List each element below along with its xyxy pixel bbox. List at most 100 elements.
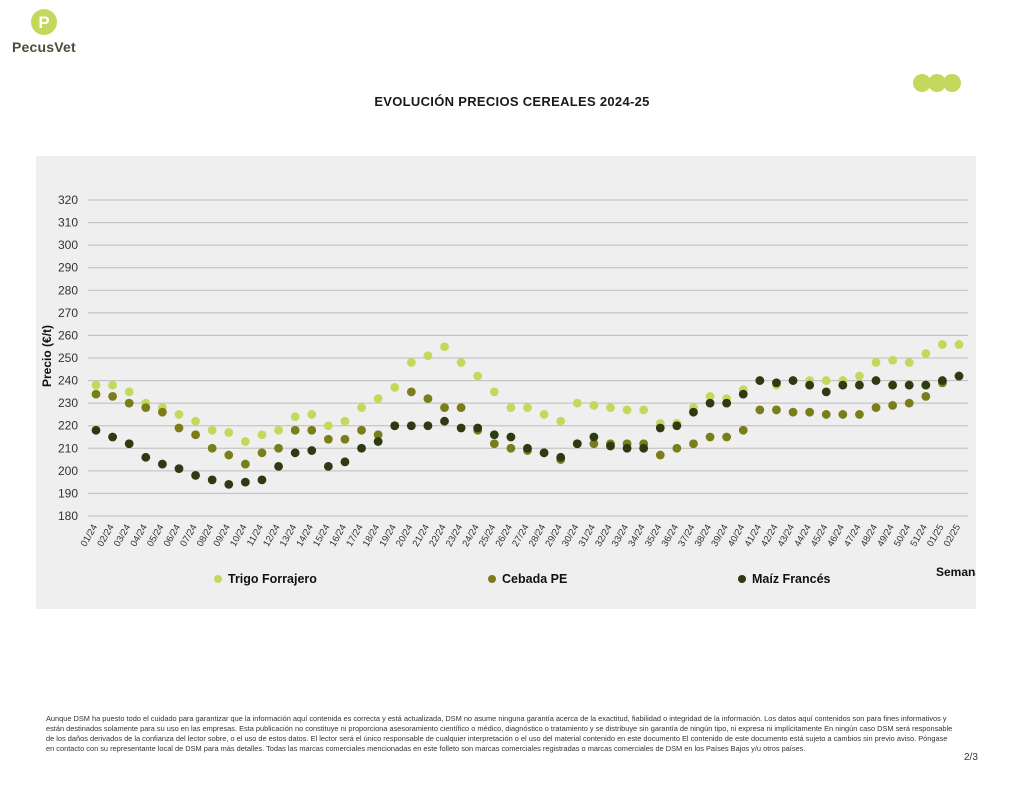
x-tick-label: 10/24 xyxy=(228,523,249,549)
data-point-cebada xyxy=(340,434,350,444)
data-point-maiz xyxy=(871,376,881,385)
data-point-maiz xyxy=(755,376,765,385)
data-point-trigo xyxy=(373,394,383,404)
data-point-maiz xyxy=(240,477,250,487)
data-point-maiz xyxy=(406,421,416,431)
data-point-cebada xyxy=(174,423,184,433)
y-axis-label: Precio (€/t) xyxy=(40,325,54,387)
brand-logo: P PecusVet xyxy=(12,8,76,58)
data-point-cebada xyxy=(805,407,815,417)
decor-dot xyxy=(913,74,931,92)
data-point-maiz xyxy=(606,441,615,451)
data-point-maiz xyxy=(805,380,815,390)
data-point-maiz xyxy=(390,421,400,431)
y-tick-label-left: 290 xyxy=(58,261,78,275)
data-point-maiz xyxy=(523,443,532,453)
data-point-maiz xyxy=(954,371,964,381)
data-point-trigo xyxy=(91,380,101,390)
data-point-maiz xyxy=(456,423,466,433)
data-point-maiz xyxy=(672,421,682,431)
data-point-trigo xyxy=(639,405,649,415)
data-point-maiz xyxy=(572,439,582,449)
data-point-maiz xyxy=(589,432,599,442)
data-point-trigo xyxy=(523,403,532,413)
decor-dot xyxy=(943,74,961,92)
y-tick-label-left: 270 xyxy=(58,306,78,320)
data-point-trigo xyxy=(871,358,881,367)
data-point-cebada xyxy=(240,459,250,469)
legend-label: Maíz Francés xyxy=(752,572,831,586)
data-point-maiz xyxy=(373,437,383,446)
data-point-cebada xyxy=(921,391,931,401)
data-point-trigo xyxy=(390,382,400,392)
data-point-trigo xyxy=(274,425,283,435)
data-point-cebada xyxy=(207,443,217,453)
data-point-maiz xyxy=(722,398,732,408)
data-point-trigo xyxy=(705,391,715,401)
data-point-maiz xyxy=(224,480,234,489)
data-point-cebada xyxy=(191,430,200,440)
data-point-cebada xyxy=(888,401,898,410)
data-point-maiz xyxy=(207,475,217,485)
legend-marker-trigo xyxy=(214,575,222,583)
data-point-cebada xyxy=(456,403,466,413)
data-point-cebada xyxy=(489,439,499,449)
legend-label: Cebada PE xyxy=(502,572,567,586)
data-point-maiz xyxy=(440,416,449,426)
data-point-cebada xyxy=(357,425,366,435)
y-tick-label-left: 260 xyxy=(58,328,78,342)
data-point-trigo xyxy=(556,416,566,426)
data-point-maiz xyxy=(108,432,117,442)
data-point-trigo xyxy=(456,358,466,367)
data-point-maiz xyxy=(888,380,898,390)
data-point-maiz xyxy=(622,443,632,453)
data-point-cebada xyxy=(307,425,317,435)
data-point-cebada xyxy=(423,394,433,404)
logo-letter: P xyxy=(38,13,49,32)
y-tick-label-left: 220 xyxy=(58,419,78,433)
data-point-maiz xyxy=(124,439,134,449)
three-dots-decoration-icon xyxy=(913,74,961,92)
x-axis-label: Semana xyxy=(936,565,976,579)
data-point-maiz xyxy=(174,464,184,473)
data-point-maiz xyxy=(157,459,167,469)
data-point-maiz xyxy=(556,452,566,462)
data-point-cebada xyxy=(788,407,798,417)
y-tick-label-left: 240 xyxy=(58,374,78,388)
data-point-cebada xyxy=(157,407,167,417)
data-point-cebada xyxy=(274,443,283,453)
data-point-trigo xyxy=(921,349,931,358)
data-point-maiz xyxy=(307,446,317,455)
data-point-cebada xyxy=(655,450,665,460)
y-tick-label-left: 310 xyxy=(58,216,78,230)
data-point-cebada xyxy=(672,443,682,453)
data-point-trigo xyxy=(340,416,350,426)
data-point-maiz xyxy=(274,461,283,471)
y-tick-label-left: 210 xyxy=(58,441,78,455)
data-point-maiz xyxy=(340,457,350,467)
data-point-maiz xyxy=(506,432,516,442)
data-point-cebada xyxy=(257,448,267,458)
data-point-maiz xyxy=(539,448,549,458)
data-point-cebada xyxy=(124,398,134,408)
data-point-maiz xyxy=(91,425,101,435)
data-point-cebada xyxy=(821,410,831,419)
data-point-maiz xyxy=(655,423,665,433)
data-point-trigo xyxy=(938,340,947,349)
data-point-maiz xyxy=(689,407,698,417)
data-point-trigo xyxy=(506,403,516,413)
data-point-maiz xyxy=(838,380,848,390)
data-point-trigo xyxy=(423,351,433,361)
data-point-trigo xyxy=(323,421,333,431)
brand-name: PecusVet xyxy=(12,39,76,55)
data-point-maiz xyxy=(921,380,931,390)
data-point-trigo xyxy=(108,380,117,390)
data-point-trigo xyxy=(207,425,217,435)
data-point-trigo xyxy=(357,403,366,413)
data-point-maiz xyxy=(489,430,499,440)
legend-label: Trigo Forrajero xyxy=(228,572,317,586)
y-tick-label-left: 190 xyxy=(58,486,78,500)
data-point-maiz xyxy=(257,475,267,485)
data-point-maiz xyxy=(323,461,333,471)
data-point-trigo xyxy=(307,410,317,419)
